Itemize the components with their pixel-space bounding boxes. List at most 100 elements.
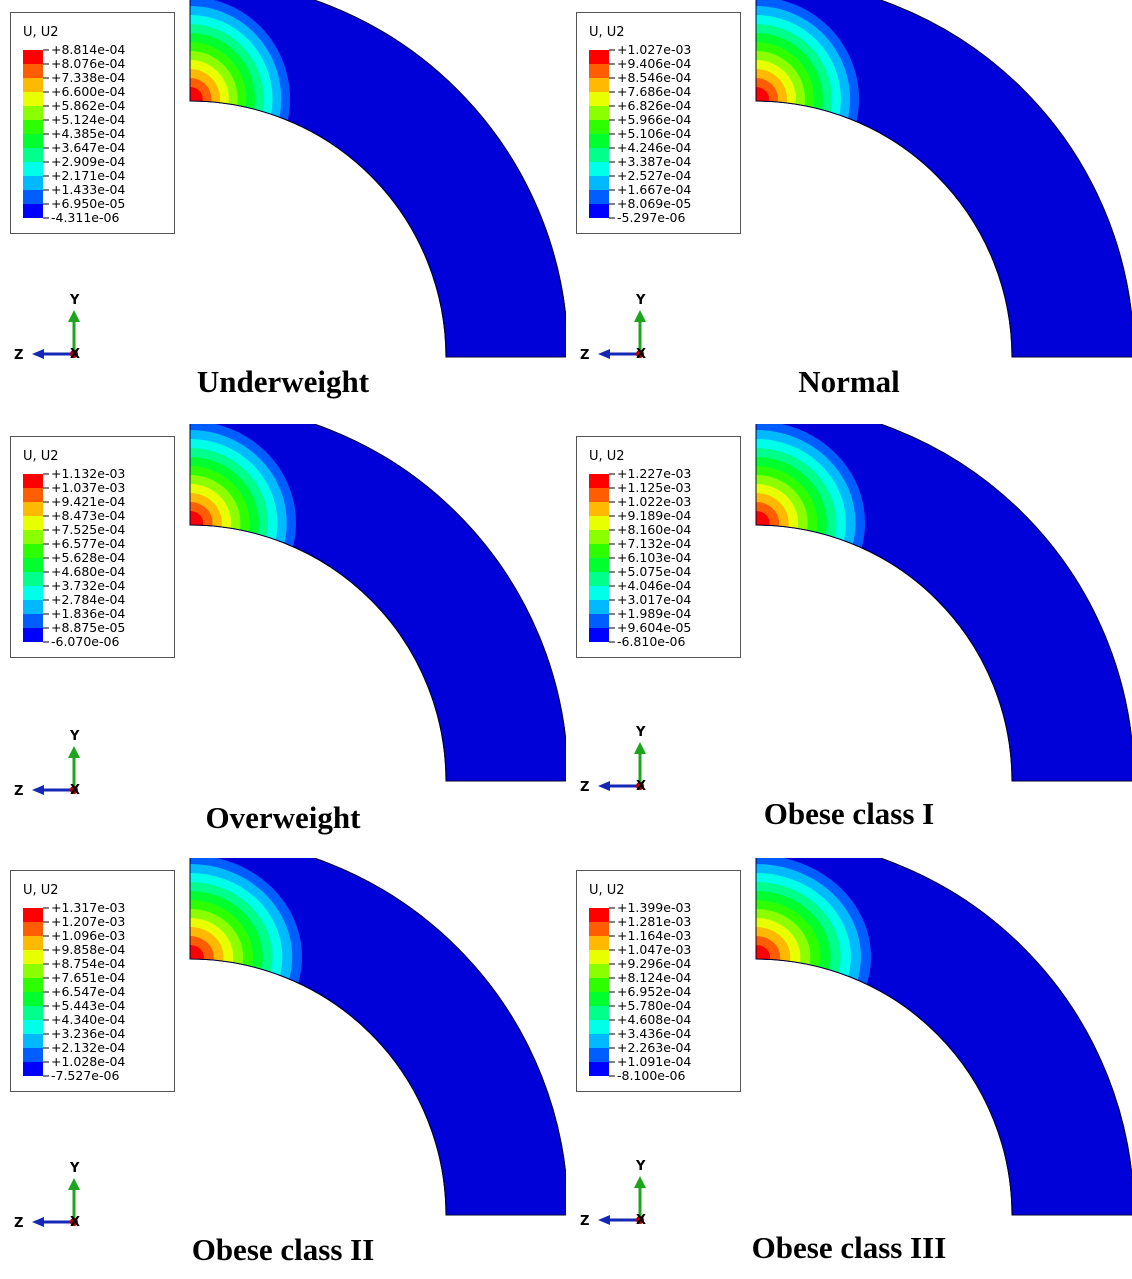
legend-swatch — [23, 190, 43, 204]
legend-value: +9.858e-04 — [51, 942, 125, 957]
legend-swatch — [589, 936, 609, 950]
legend-value: +7.686e-04 — [617, 84, 691, 99]
legend-swatch — [589, 978, 609, 992]
legend-value: +4.680e-04 — [51, 564, 125, 579]
legend-value: +7.525e-04 — [51, 522, 125, 537]
panel-caption: Obese class II — [191, 1232, 375, 1267]
legend-swatch — [589, 148, 609, 162]
legend-title: U, U2 — [589, 449, 625, 464]
legend-swatch — [23, 488, 43, 502]
y-axis-label: Y — [635, 1159, 646, 1174]
y-axis-label: Y — [635, 293, 646, 308]
panel-caption: Obese class I — [763, 796, 935, 831]
x-axis-label: X — [636, 779, 646, 794]
legend-swatch — [589, 558, 609, 572]
legend-swatch — [23, 176, 43, 190]
legend-title: U, U2 — [589, 25, 625, 40]
legend-value: +1.047e-03 — [617, 942, 691, 957]
legend-swatch — [23, 134, 43, 148]
legend-value: +8.754e-04 — [51, 956, 125, 971]
legend-value: +8.160e-04 — [617, 522, 691, 537]
panel-caption: Overweight — [205, 800, 361, 835]
legend-swatch — [589, 600, 609, 614]
legend-value: +1.317e-03 — [51, 900, 125, 915]
legend-value: +9.604e-05 — [617, 620, 691, 635]
legend-swatch — [23, 106, 43, 120]
legend-value: +4.608e-04 — [617, 1012, 691, 1027]
legend-swatch — [23, 1034, 43, 1048]
legend-value: +5.780e-04 — [617, 998, 691, 1013]
legend-swatch — [589, 92, 609, 106]
legend-value: +3.647e-04 — [51, 140, 125, 155]
legend-swatch — [23, 544, 43, 558]
legend-swatch — [589, 1034, 609, 1048]
axis-triad: Y Z X — [14, 729, 80, 799]
legend-swatch — [23, 922, 43, 936]
legend-swatch — [589, 614, 609, 628]
axis-triad: Y Z X — [580, 1159, 646, 1229]
legend-value: +5.124e-04 — [51, 112, 125, 127]
legend-value: +3.236e-04 — [51, 1026, 125, 1041]
displacement-contour-plot — [755, 0, 1132, 358]
legend-swatch — [23, 120, 43, 134]
legend-value: +3.387e-04 — [617, 154, 691, 169]
legend-swatch — [589, 176, 609, 190]
panel-3: U, U2 +1.132e-03 +1.037e-03 +9.421e-04 +8.47… — [0, 424, 566, 845]
legend-swatch — [589, 204, 609, 218]
legend-value: +2.263e-04 — [617, 1040, 691, 1055]
legend-swatch — [23, 950, 43, 964]
legend-swatch — [589, 502, 609, 516]
legend-value: +4.385e-04 — [51, 126, 125, 141]
legend-swatch — [23, 978, 43, 992]
legend-swatch — [23, 1062, 43, 1076]
legend-swatch — [589, 64, 609, 78]
legend-value: +1.836e-04 — [51, 606, 125, 621]
z-axis-label: Z — [14, 784, 23, 799]
legend-value: +7.338e-04 — [51, 70, 125, 85]
displacement-contour-plot — [755, 424, 1132, 782]
axis-triad: Y Z X — [580, 725, 646, 795]
legend-value: +8.814e-04 — [51, 42, 125, 57]
legend-value: +1.096e-03 — [51, 928, 125, 943]
legend-swatch — [589, 1062, 609, 1076]
legend-swatch — [23, 572, 43, 586]
legend-value: -4.311e-06 — [51, 210, 119, 225]
legend-value: +1.132e-03 — [51, 466, 125, 481]
legend: U, U2 +8.814e-04 +8.076e-04 +7.338e-04 +6.60… — [10, 12, 175, 234]
legend-swatch — [23, 148, 43, 162]
legend-value: +6.103e-04 — [617, 550, 691, 565]
legend-swatch — [589, 908, 609, 922]
legend-swatch — [23, 530, 43, 544]
legend-title: U, U2 — [23, 449, 59, 464]
legend-value: +4.046e-04 — [617, 578, 691, 593]
legend-value: +1.433e-04 — [51, 182, 125, 197]
legend-value: +5.106e-04 — [617, 126, 691, 141]
legend-swatch — [589, 1020, 609, 1034]
panel-caption: Normal — [798, 364, 900, 399]
panel-1: U, U2 +8.814e-04 +8.076e-04 +7.338e-04 +6.60… — [0, 0, 566, 421]
panel-4: U, U2 +1.227e-03 +1.125e-03 +1.022e-03 +9.18… — [566, 424, 1132, 845]
legend-value: +8.473e-04 — [51, 508, 125, 523]
z-axis-label: Z — [580, 1214, 589, 1229]
legend-swatch — [23, 64, 43, 78]
y-axis-label: Y — [69, 729, 80, 744]
legend-value: +1.125e-03 — [617, 480, 691, 495]
legend-swatch — [23, 50, 43, 64]
legend-swatch — [589, 530, 609, 544]
x-axis-label: X — [70, 1215, 80, 1230]
legend-swatch — [23, 936, 43, 950]
displacement-contour-plot — [189, 858, 566, 1216]
legend-value: +8.076e-04 — [51, 56, 125, 71]
legend-value: +4.246e-04 — [617, 140, 691, 155]
legend-value: +6.577e-04 — [51, 536, 125, 551]
legend-value: +6.952e-04 — [617, 984, 691, 999]
legend-value: -5.297e-06 — [617, 210, 685, 225]
legend-value: +3.436e-04 — [617, 1026, 691, 1041]
legend: U, U2 +1.132e-03 +1.037e-03 +9.421e-04 +8.47… — [10, 436, 175, 658]
legend-value: +5.443e-04 — [51, 998, 125, 1013]
legend-swatch — [589, 586, 609, 600]
legend-swatch — [23, 204, 43, 218]
legend-value: +1.027e-03 — [617, 42, 691, 57]
legend-value: +1.989e-04 — [617, 606, 691, 621]
legend-swatch — [589, 162, 609, 176]
